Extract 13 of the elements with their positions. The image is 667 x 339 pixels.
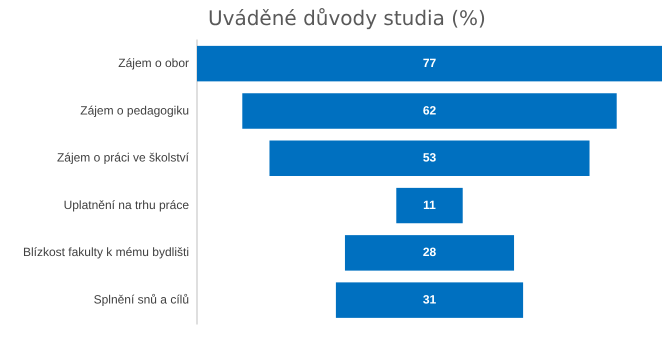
category-label: Splnění snů a cílů <box>94 292 189 306</box>
category-label: Zájem o obor <box>118 56 189 70</box>
data-label: 28 <box>422 245 436 260</box>
category-label: Zájem o práci ve školství <box>56 150 190 165</box>
data-label: 53 <box>422 150 436 165</box>
data-label: 62 <box>422 103 436 118</box>
category-label: Uplatnění na trhu práce <box>64 198 190 212</box>
category-label: Zájem o pedagogiku <box>80 103 189 118</box>
data-label: 11 <box>423 198 436 212</box>
text: Uváděné důvody studia (%) <box>208 6 486 30</box>
category-label: Blízkost fakulty k mému bydlišti <box>22 245 189 260</box>
data-label: 31 <box>422 292 436 306</box>
data-label: 77 <box>422 56 436 70</box>
